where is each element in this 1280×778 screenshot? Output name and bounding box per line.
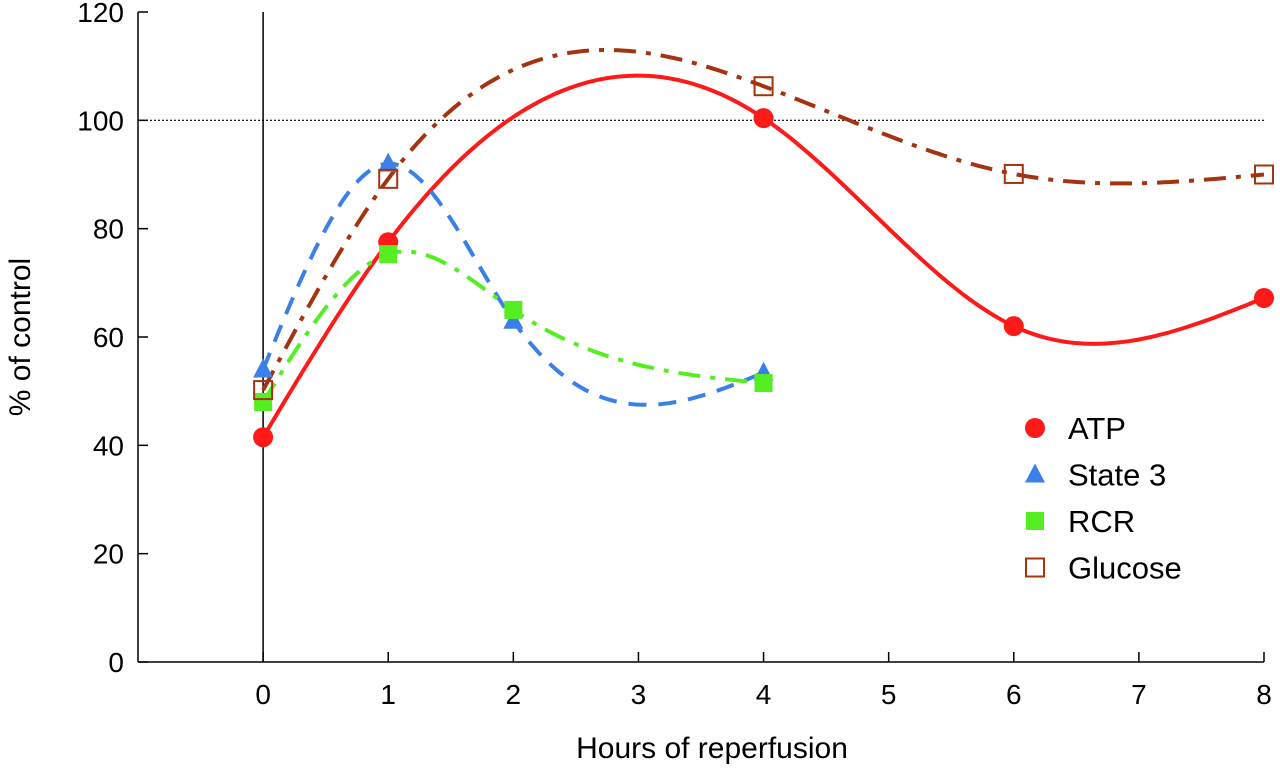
data-point-glucose — [1254, 164, 1274, 185]
x-tick-label: 1 — [380, 679, 396, 710]
legend-label: RCR — [1068, 504, 1135, 539]
legend: ATP State 3 RCR Glucose — [1025, 411, 1182, 586]
x-axis-label: Hours of reperfusion — [576, 732, 848, 765]
legend-marker-atp — [1025, 418, 1045, 438]
data-point-glucose — [753, 76, 774, 97]
legend-label: State 3 — [1068, 458, 1166, 493]
y-tick-label: 80 — [93, 214, 124, 245]
y-tick-label: 0 — [108, 647, 124, 678]
data-point-rcr — [379, 245, 398, 264]
legend-label: Glucose — [1068, 551, 1182, 586]
data-point-glucose — [378, 168, 399, 189]
legend-marker-rcr — [1026, 512, 1044, 530]
x-tick-label: 2 — [506, 679, 522, 710]
data-point-rcr — [504, 300, 523, 319]
data-point-atp — [253, 427, 274, 448]
axes: 0 20 40 60 80 100 120 0 1 2 3 4 5 6 7 8 — [77, 0, 1272, 710]
y-axis-label: % of control — [4, 258, 37, 416]
x-tick-label: 5 — [881, 679, 897, 710]
data-point-state-3 — [253, 358, 274, 378]
x-tick-label: 4 — [756, 679, 772, 710]
x-tick-label: 0 — [255, 679, 271, 710]
y-tick-label: 100 — [77, 105, 124, 136]
data-point-glucose — [253, 380, 274, 401]
x-tick-label: 8 — [1256, 679, 1272, 710]
series-layer — [253, 48, 1274, 448]
data-point-atp — [753, 108, 774, 129]
y-tick-label: 40 — [93, 430, 124, 461]
data-point-atp — [1254, 288, 1274, 308]
legend-label: ATP — [1068, 411, 1126, 446]
series-line-glucose — [261, 48, 1265, 392]
y-tick-label: 120 — [77, 0, 124, 28]
legend-marker-glucose — [1025, 557, 1045, 578]
data-point-state-3 — [503, 309, 524, 329]
y-tick-label: 20 — [93, 539, 124, 570]
x-tick-label: 6 — [1006, 679, 1022, 710]
x-tick-label: 7 — [1131, 679, 1147, 710]
data-point-rcr — [254, 393, 273, 411]
data-point-state-3 — [378, 152, 399, 172]
data-point-rcr — [754, 374, 773, 393]
x-tick-label: 3 — [631, 679, 647, 710]
data-point-atp — [1003, 316, 1024, 337]
series-line-state-3 — [261, 161, 765, 407]
y-tick-label: 60 — [93, 322, 124, 353]
data-point-glucose — [1003, 163, 1024, 184]
legend-marker-state-3 — [1025, 463, 1045, 483]
